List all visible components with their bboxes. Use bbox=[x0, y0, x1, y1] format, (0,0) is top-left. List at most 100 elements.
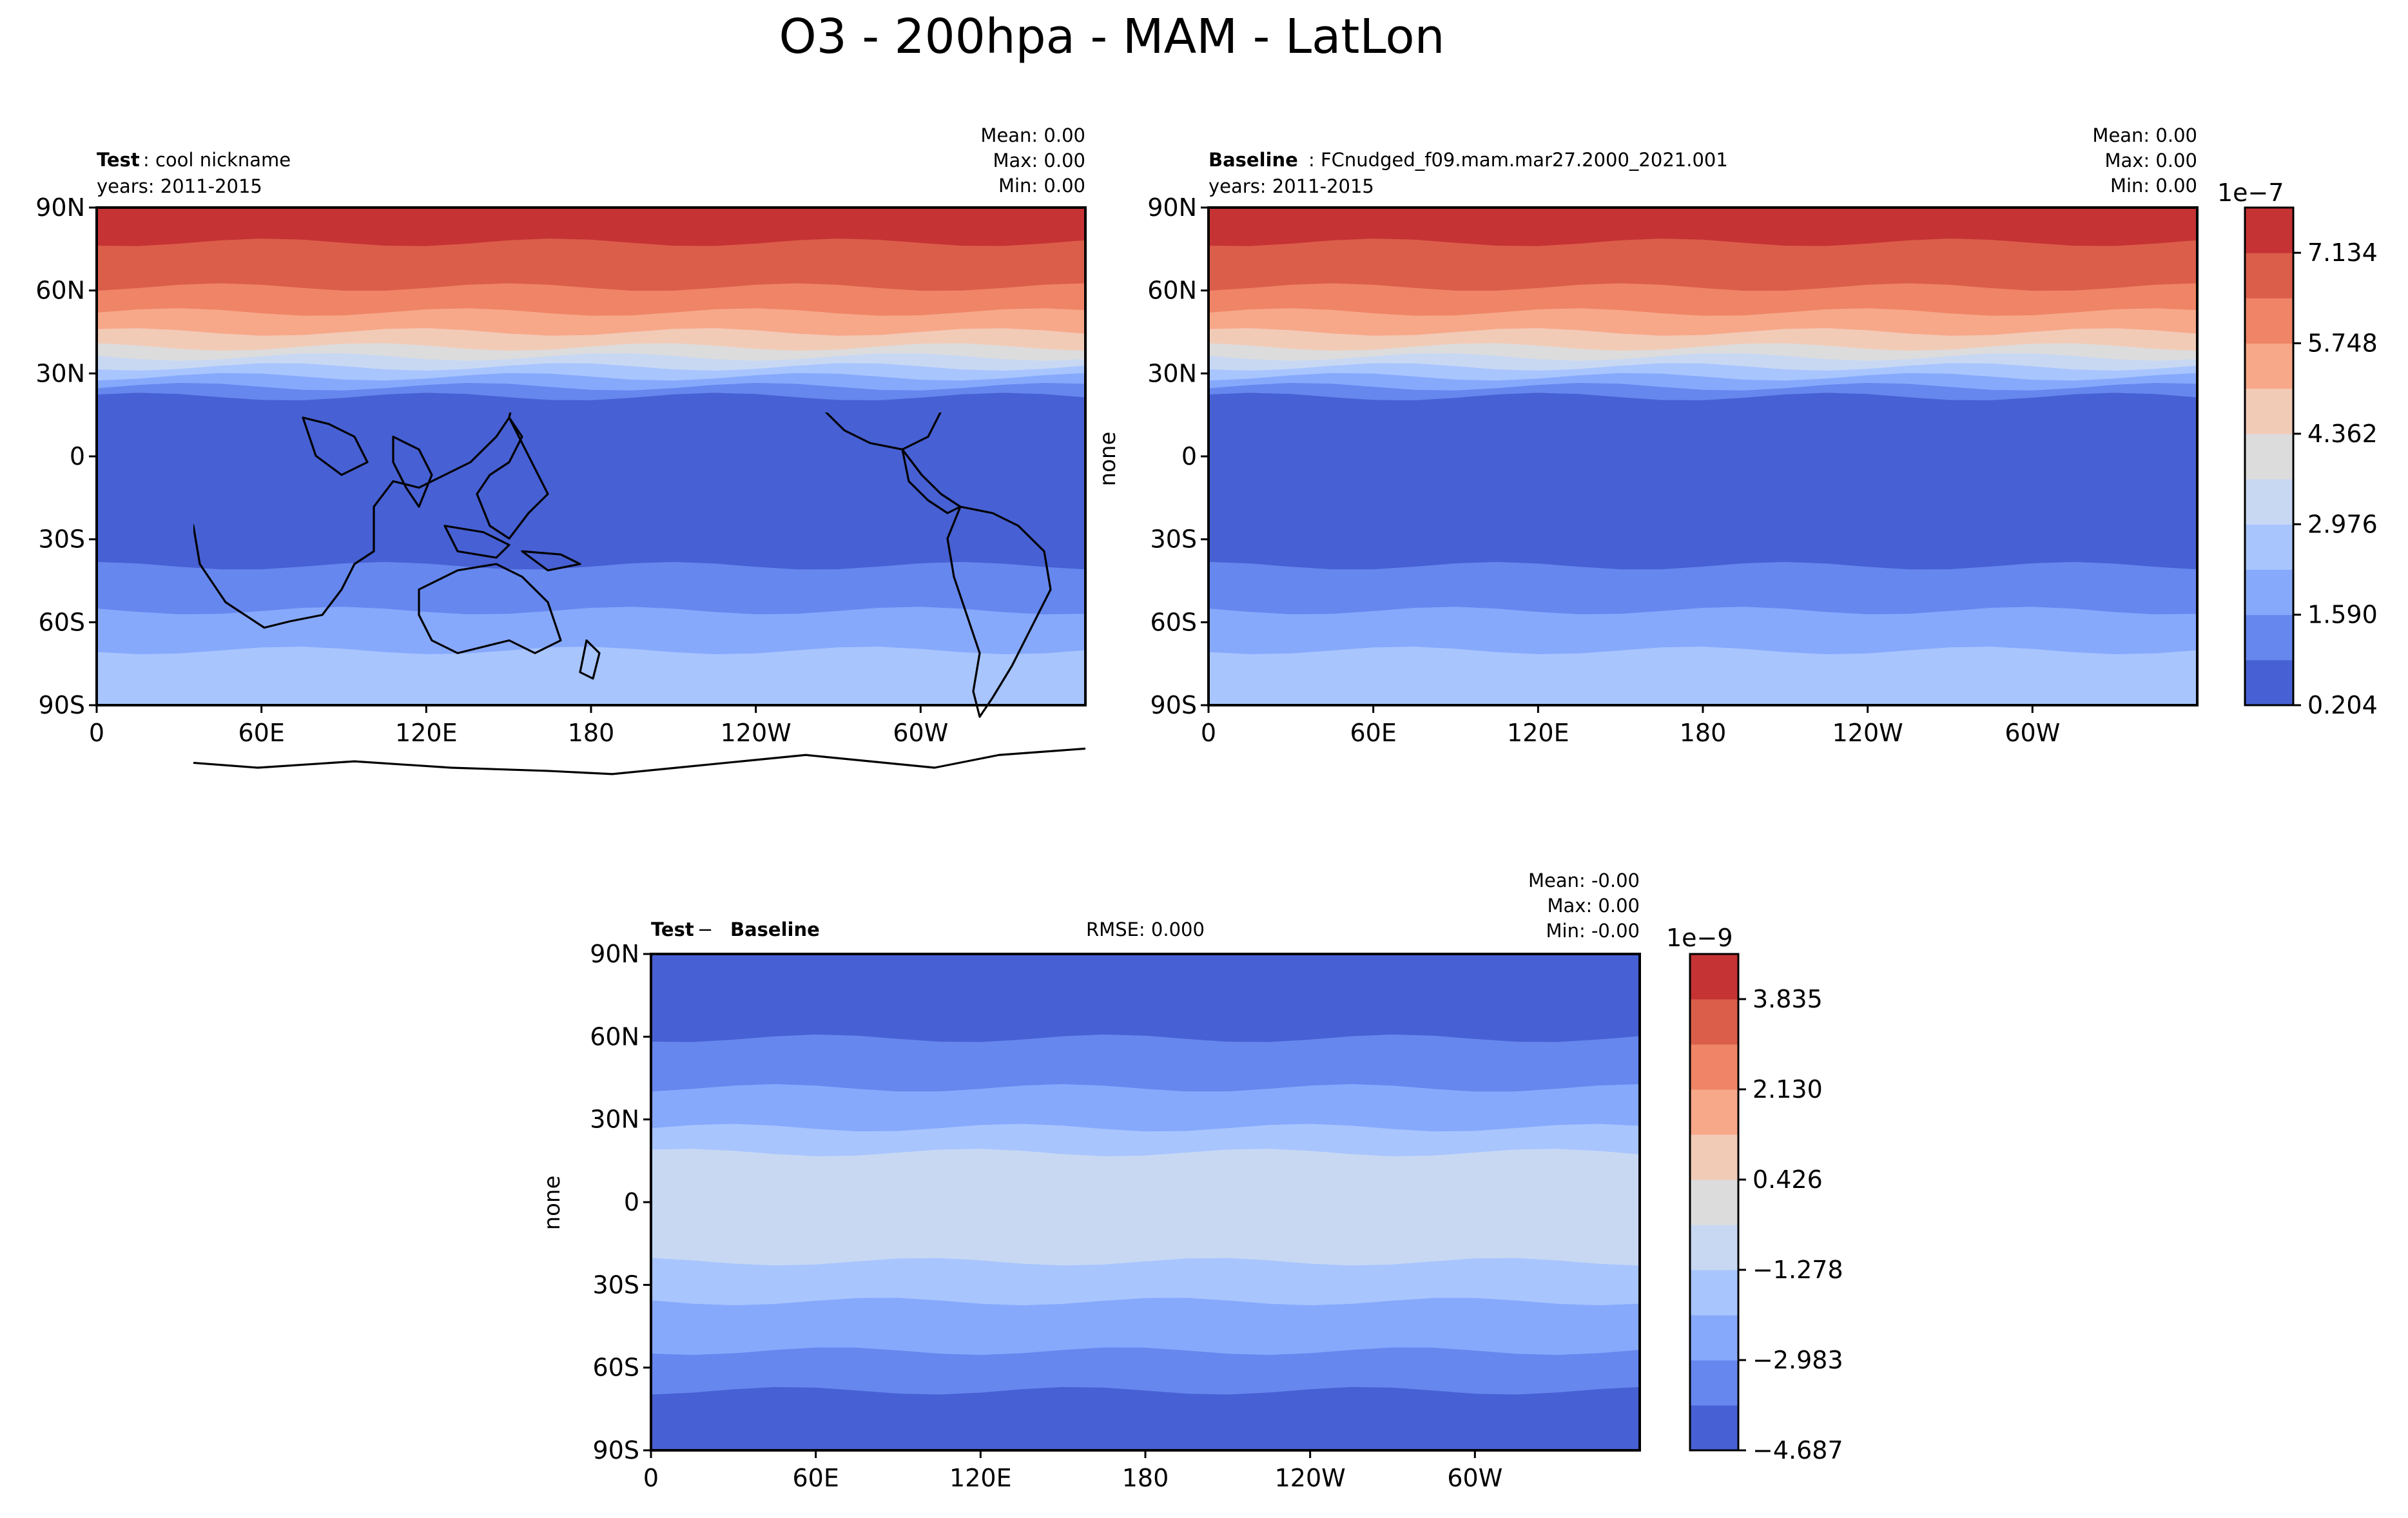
colorbar-segment bbox=[2245, 569, 2293, 616]
baseline-label-rest: : FCnudged_f09.mam.mar27.2000_2021.001 bbox=[1308, 149, 1728, 171]
colorbar-segment bbox=[1690, 1089, 1738, 1135]
lat-tick-label: 30N bbox=[1147, 359, 1197, 387]
test-years: years: 2011-2015 bbox=[97, 175, 262, 197]
test-stat-min: Min: 0.00 bbox=[998, 175, 1085, 197]
coastline bbox=[946, 505, 1052, 718]
diff-colorbar: 1e−9 3.835 2.130 0.426 −1.278 −2.983 −4.687 bbox=[1666, 924, 1843, 1464]
lat-tick-label: 0 bbox=[624, 1188, 639, 1216]
lat-tick-label: 90N bbox=[35, 193, 85, 222]
contour-band bbox=[651, 1387, 1640, 1450]
colorbar-segment bbox=[2245, 253, 2293, 298]
baseline-ylabel: none bbox=[1095, 432, 1121, 487]
lon-tick-label: 120E bbox=[1507, 719, 1569, 747]
contour-band bbox=[651, 954, 1640, 1044]
contour-band bbox=[1209, 607, 2197, 656]
diff-ylabel: none bbox=[539, 1176, 565, 1231]
contour-band bbox=[1209, 238, 2197, 293]
diff-colorbar-segments bbox=[1690, 954, 1738, 1451]
colorbar-tick-label: −2.983 bbox=[1753, 1346, 1843, 1374]
lon-tick-label: 180 bbox=[1122, 1464, 1169, 1492]
contour-band bbox=[651, 1347, 1640, 1396]
main-colorbar-frame bbox=[2244, 206, 2295, 706]
main-colorbar-ticks: 7.134 5.748 4.362 2.976 1.590 0.204 bbox=[2293, 238, 2378, 719]
lat-tick-label: 60S bbox=[39, 608, 85, 636]
lat-tick-label: 30S bbox=[39, 525, 85, 554]
lat-tick-label: 60S bbox=[1151, 608, 1197, 636]
lat-tick-label: 0 bbox=[1181, 442, 1197, 471]
coastline bbox=[901, 448, 962, 514]
colorbar-tick-label: 2.130 bbox=[1753, 1075, 1823, 1104]
contour-band bbox=[97, 308, 1085, 337]
coastline bbox=[193, 412, 512, 629]
colorbar-segment bbox=[2245, 433, 2293, 480]
colorbar-segment bbox=[2245, 614, 2293, 661]
contour-band bbox=[97, 383, 1085, 402]
test-label-bold: Test bbox=[97, 149, 140, 171]
lon-tick-label: 60W bbox=[1447, 1464, 1502, 1492]
coastline bbox=[392, 435, 433, 508]
coastline bbox=[579, 639, 601, 680]
colorbar-tick-label: 5.748 bbox=[2307, 329, 2378, 358]
lat-tick-label: 30N bbox=[590, 1105, 639, 1134]
contour-band bbox=[651, 1258, 1640, 1307]
colorbar-tick-label: 3.835 bbox=[1753, 985, 1823, 1013]
contour-band bbox=[97, 238, 1085, 293]
coastline bbox=[1209, 748, 2197, 774]
main-colorbar-segments bbox=[2245, 208, 2293, 706]
contour-band bbox=[1209, 561, 2197, 616]
diff-stat-max: Max: 0.00 bbox=[1547, 895, 1640, 917]
lon-tick-label: 0 bbox=[1201, 719, 1216, 747]
lat-tick-label: 90S bbox=[1151, 691, 1197, 719]
lat-tick-label: 90N bbox=[1147, 193, 1197, 222]
colorbar-tick-label: 2.976 bbox=[2307, 510, 2378, 538]
baseline-field bbox=[1209, 208, 2197, 705]
colorbar-tick-label: −4.687 bbox=[1753, 1436, 1843, 1464]
lat-tick-label: 60S bbox=[593, 1354, 639, 1382]
colorbar-segment bbox=[1690, 1315, 1738, 1361]
lat-tick-label: 90S bbox=[593, 1436, 639, 1464]
diff-label-a: Test bbox=[651, 919, 694, 940]
contour-band bbox=[97, 607, 1085, 656]
colorbar-segment bbox=[1690, 1134, 1738, 1180]
lon-tick-label: 120W bbox=[721, 719, 791, 747]
lat-tick-label: 60N bbox=[35, 277, 85, 305]
contour-band bbox=[97, 561, 1085, 616]
colorbar-segment bbox=[1690, 1180, 1738, 1225]
contour-band bbox=[97, 393, 1085, 571]
lon-tick-label: 60W bbox=[2005, 719, 2060, 747]
coastline bbox=[193, 747, 1086, 775]
baseline-label-bold: Baseline bbox=[1209, 149, 1298, 171]
diff-panel: Test − Baseline RMSE: 0.000 Mean: -0.00 … bbox=[539, 870, 1641, 1518]
colorbar-segment bbox=[1690, 999, 1738, 1045]
lon-tick-label: 0 bbox=[643, 1464, 659, 1492]
coastline bbox=[651, 1494, 1640, 1518]
test-stat-max: Max: 0.00 bbox=[993, 150, 1085, 171]
colorbar-tick-label: 0.204 bbox=[2307, 691, 2378, 719]
diff-colorbar-exponent: 1e−9 bbox=[1666, 924, 1733, 952]
baseline-stat-max: Max: 0.00 bbox=[2104, 150, 2197, 171]
colorbar-segment bbox=[2245, 659, 2293, 706]
coastline bbox=[418, 563, 562, 654]
diff-label-b: Baseline bbox=[730, 919, 820, 940]
lat-tick-label: 60N bbox=[590, 1022, 639, 1051]
lon-tick-label: 120W bbox=[1832, 719, 1903, 747]
lon-tick-label: 120E bbox=[949, 1464, 1012, 1492]
diff-stat-mean: Mean: -0.00 bbox=[1528, 870, 1640, 891]
colorbar-segment bbox=[2245, 298, 2293, 344]
lat-tick-label: 0 bbox=[70, 442, 85, 471]
lat-tick-label: 30S bbox=[593, 1270, 639, 1299]
lon-tick-label: 120E bbox=[395, 719, 458, 747]
diff-colorbar-frame bbox=[1689, 953, 1740, 1452]
colorbar-segment bbox=[2245, 524, 2293, 570]
colorbar-segment bbox=[1690, 954, 1738, 1000]
lat-tick-label: 30S bbox=[1151, 525, 1197, 554]
diff-rmse: RMSE: 0.000 bbox=[1086, 919, 1205, 940]
main-colorbar-exponent: 1e−7 bbox=[2217, 179, 2284, 207]
diff-stat-min: Min: -0.00 bbox=[1546, 920, 1640, 942]
baseline-panel: Baseline : FCnudged_f09.mam.mar27.2000_2… bbox=[1095, 124, 2199, 774]
contour-band bbox=[1209, 208, 2197, 248]
coastline bbox=[521, 550, 581, 572]
colorbar-segment bbox=[2245, 343, 2293, 389]
